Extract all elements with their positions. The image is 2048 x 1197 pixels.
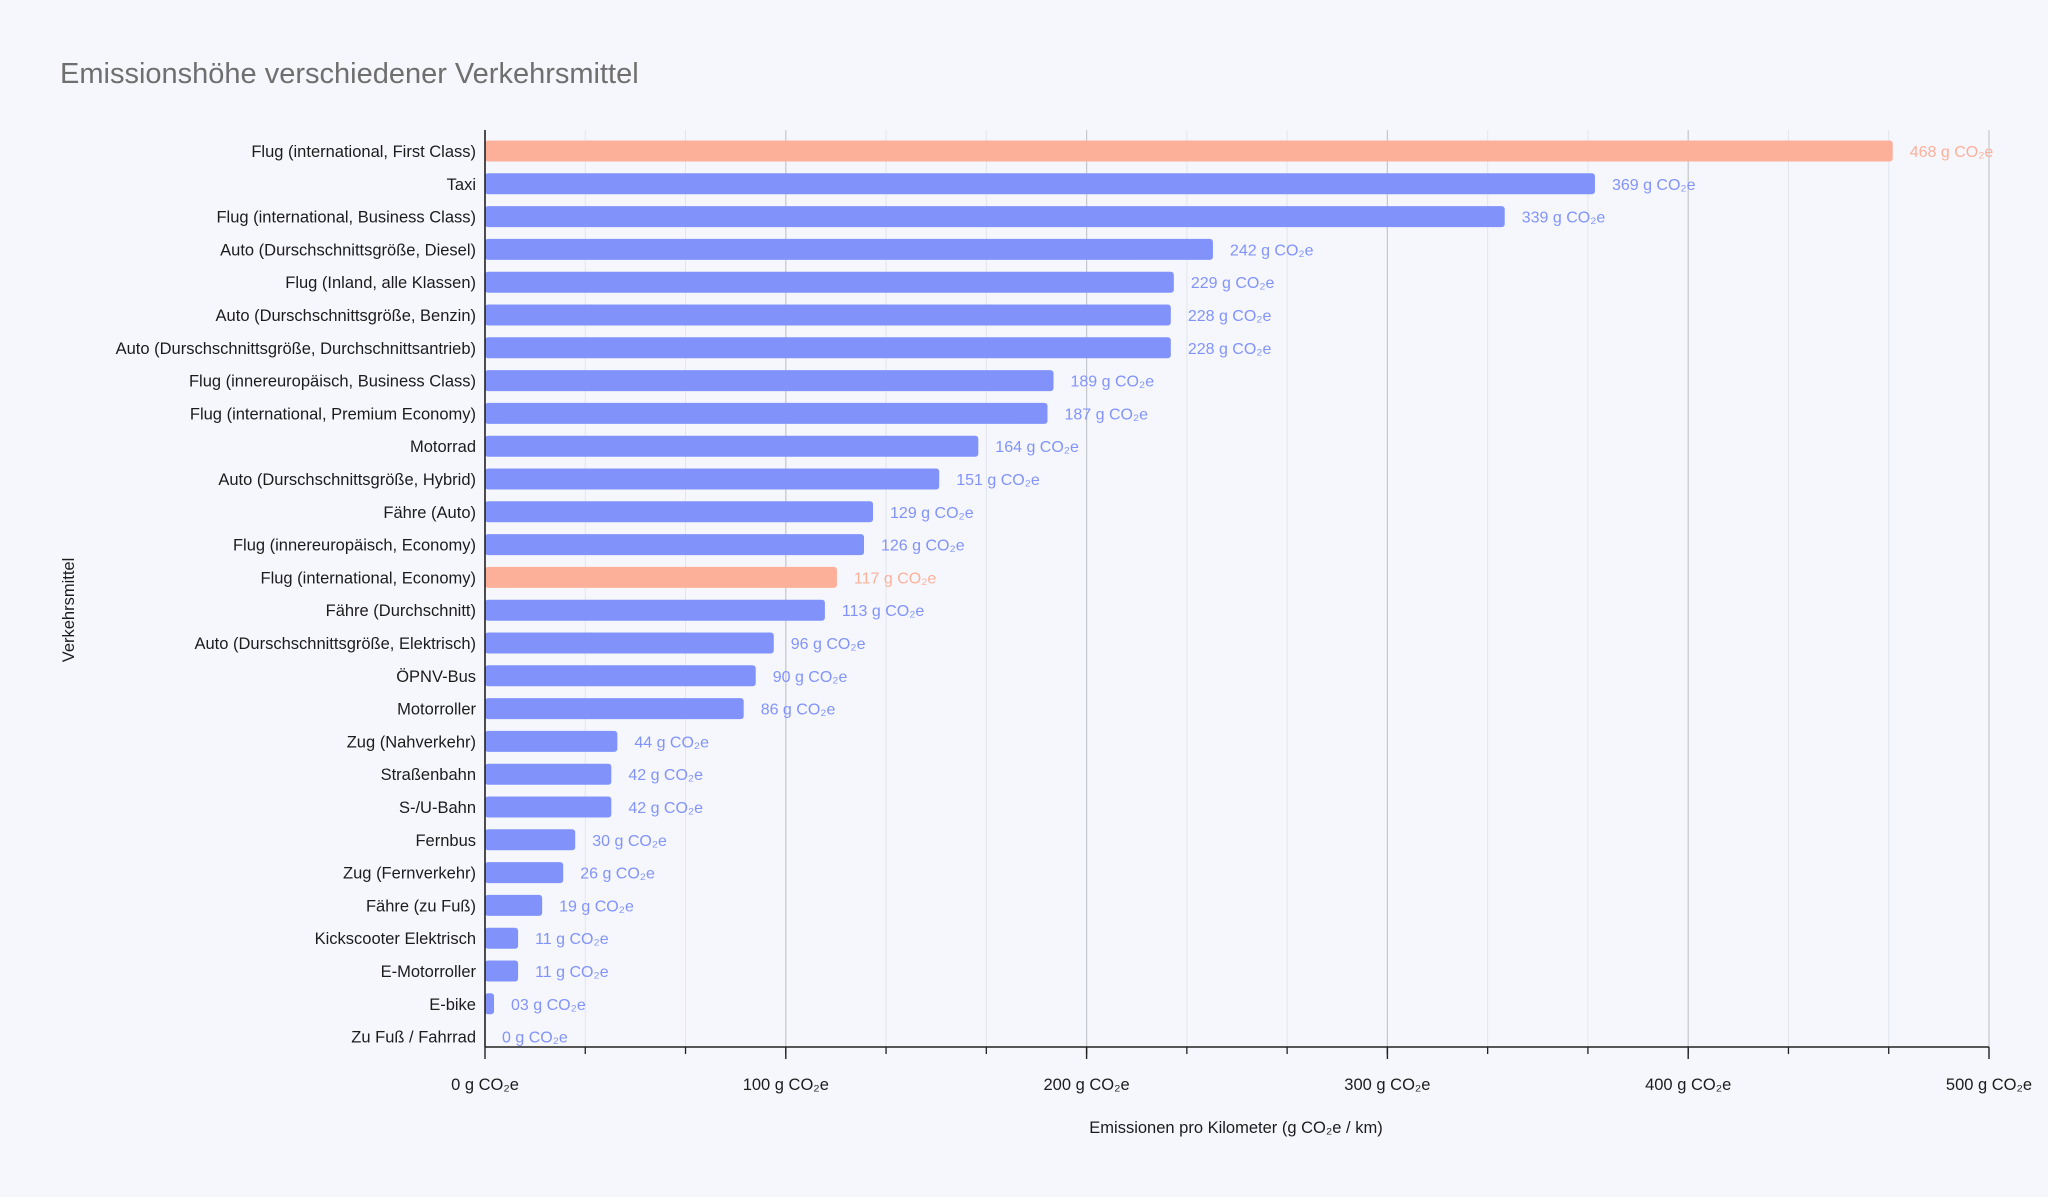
category-label: Flug (international, Business Class) — [216, 209, 476, 227]
x-tick-label: 100 g CO₂e — [743, 1076, 829, 1094]
x-tick-label: 0 g CO₂e — [451, 1076, 519, 1094]
bar — [485, 993, 495, 1015]
bar — [485, 763, 612, 785]
data-label: 11 g CO₂e — [535, 931, 609, 948]
data-label: 42 g CO₂e — [628, 800, 703, 817]
data-label: 96 g CO₂e — [791, 636, 866, 653]
data-label: 11 g CO₂e — [535, 964, 609, 981]
bar — [485, 730, 618, 752]
bar — [485, 698, 744, 720]
category-label: S-/U-Bahn — [399, 799, 476, 817]
category-label: Auto (Durschschnittsgröße, Durchschnitts… — [116, 340, 476, 358]
category-label: Kickscooter Elektrisch — [315, 930, 476, 948]
data-label: 129 g CO₂e — [890, 505, 974, 522]
category-labels: Flug (international, First Class) Taxi Flu… — [116, 143, 477, 1047]
x-axis-title: Emissionen pro Kilometer (g CO₂e / km) — [1089, 1119, 1382, 1137]
category-label: Motorrad — [410, 438, 476, 456]
x-tick-label: 400 g CO₂e — [1645, 1076, 1731, 1094]
data-label: 0 g CO₂e — [502, 1030, 568, 1047]
data-label: 117 g CO₂e — [854, 570, 937, 587]
bar — [485, 960, 519, 982]
data-label: 26 g CO₂e — [580, 866, 655, 883]
category-label: Flug (international, First Class) — [251, 143, 476, 161]
bar — [485, 534, 865, 556]
data-label: 468 g CO₂e — [1910, 144, 1994, 161]
category-label: Zu Fuß / Fahrrad — [351, 1029, 476, 1047]
category-label: Fernbus — [415, 832, 476, 850]
data-label: 151 g CO₂e — [956, 472, 1040, 489]
category-label: Fähre (zu Fuß) — [366, 897, 476, 915]
bar — [485, 665, 756, 687]
data-label: 30 g CO₂e — [592, 833, 667, 850]
data-label: 42 g CO₂e — [628, 767, 703, 784]
category-label: Taxi — [447, 176, 476, 194]
category-label: E-Motorroller — [381, 963, 477, 981]
category-label: Zug (Nahverkehr) — [347, 733, 476, 751]
bar — [485, 271, 1174, 293]
bar — [485, 829, 576, 851]
bar — [485, 468, 940, 490]
bar — [485, 370, 1054, 392]
x-tick-label: 200 g CO₂e — [1043, 1076, 1129, 1094]
bar — [485, 206, 1505, 228]
grid-lines — [584, 130, 1990, 1047]
data-label: 187 g CO₂e — [1064, 406, 1148, 423]
data-label: 113 g CO₂e — [842, 603, 925, 620]
category-label: Zug (Fernverkehr) — [343, 865, 476, 883]
data-label: 189 g CO₂e — [1071, 374, 1155, 391]
data-label: 229 g CO₂e — [1191, 275, 1275, 292]
bar — [485, 501, 874, 523]
category-label: Auto (Durschschnittsgröße, Hybrid) — [218, 471, 476, 489]
category-label: Fähre (Auto) — [383, 504, 476, 522]
category-label: Flug (innereuropäisch, Economy) — [233, 537, 476, 555]
bar — [485, 238, 1213, 260]
bars — [485, 140, 1893, 1015]
bar — [485, 862, 564, 884]
data-label: 164 g CO₂e — [995, 439, 1079, 456]
bar — [485, 173, 1595, 195]
bar — [485, 435, 979, 457]
bar — [485, 566, 837, 588]
bar — [485, 402, 1048, 424]
data-label: 339 g CO₂e — [1522, 210, 1606, 227]
data-label: 86 g CO₂e — [761, 702, 836, 719]
x-tick-label: 500 g CO₂e — [1946, 1076, 2032, 1094]
category-label: Motorroller — [397, 701, 476, 719]
category-label: Flug (international, Premium Economy) — [190, 405, 476, 423]
x-tick-label: 300 g CO₂e — [1344, 1076, 1430, 1094]
category-label: ÖPNV-Bus — [396, 668, 476, 686]
category-label: Flug (international, Economy) — [260, 569, 476, 587]
category-label: Flug (innereuropäisch, Business Class) — [189, 373, 476, 391]
category-label: Flug (Inland, alle Klassen) — [285, 274, 476, 292]
bar — [485, 796, 612, 818]
data-label: 228 g CO₂e — [1188, 308, 1272, 325]
bar — [485, 304, 1171, 326]
bar — [485, 140, 1893, 162]
bar — [485, 894, 543, 916]
data-label: 19 g CO₂e — [559, 898, 634, 915]
data-label: 228 g CO₂e — [1188, 341, 1272, 358]
bar — [485, 599, 825, 621]
data-label: 90 g CO₂e — [773, 669, 848, 686]
axes: 0 g CO₂e 100 g CO₂e 200 g CO₂e 300 g CO₂e 40… — [451, 130, 2032, 1094]
category-label: E-bike — [429, 996, 476, 1014]
data-label: 126 g CO₂e — [881, 538, 965, 555]
bar — [485, 632, 774, 654]
category-label: Straßenbahn — [381, 766, 476, 784]
category-label: Auto (Durschschnittsgröße, Benzin) — [216, 307, 476, 325]
bar — [485, 337, 1171, 359]
data-label: 44 g CO₂e — [634, 734, 709, 751]
bar — [485, 927, 519, 949]
data-label: 369 g CO₂e — [1612, 177, 1696, 194]
chart-title: Emissionshöhe verschiedener Verkehrsmitt… — [60, 58, 639, 90]
category-label: Fähre (Durchschnitt) — [326, 602, 476, 620]
data-label: 03 g CO₂e — [511, 997, 586, 1014]
y-axis-title: Verkehrsmittel — [60, 558, 78, 663]
category-label: Auto (Durschschnittsgröße, Elektrisch) — [194, 635, 476, 653]
data-label: 242 g CO₂e — [1230, 242, 1314, 259]
category-label: Auto (Durschschnittsgröße, Diesel) — [220, 241, 476, 259]
value-labels: 468 g CO₂e 369 g CO₂e 339 g CO₂e 242 g CO₂e… — [502, 144, 1993, 1047]
